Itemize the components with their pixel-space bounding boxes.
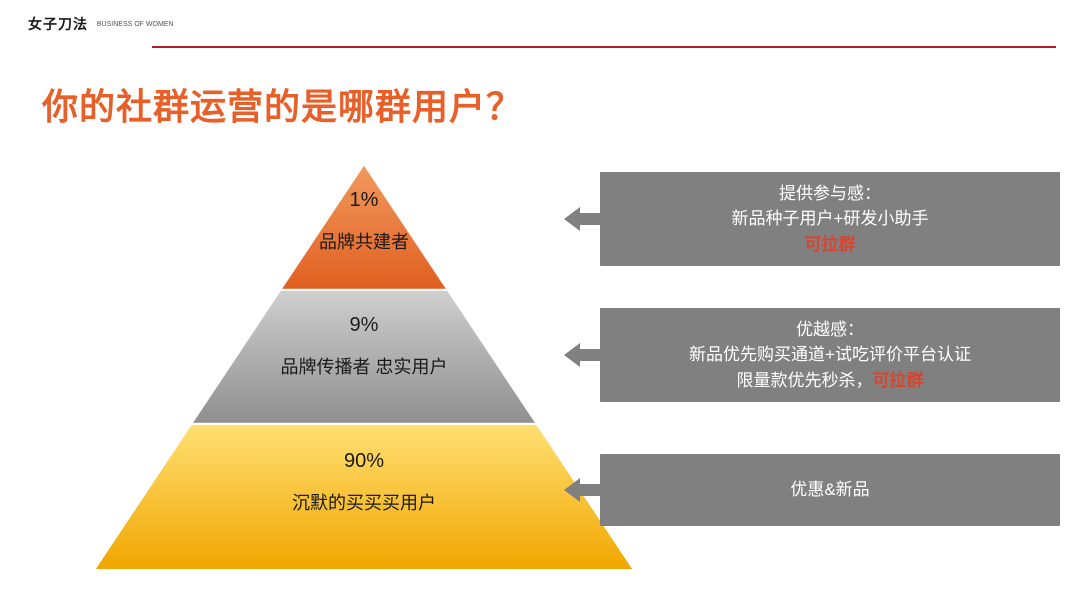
callout-line: 可拉群	[805, 232, 856, 258]
slide: 女子刀法 BUSINESS OF WOMEN 你的社群运营的是哪群用户？ 1% 品…	[0, 0, 1080, 608]
pyramid-tier-pct: 9%	[94, 314, 634, 337]
slide-title: 你的社群运营的是哪群用户？	[42, 78, 523, 130]
callout-box-1: 优越感： 新品优先购买通道+试吃评价平台认证限量款优先秒杀，可拉群	[600, 308, 1060, 402]
top-divider	[152, 46, 1056, 48]
pyramid-tier-name: 品牌传播者 忠实用户	[94, 353, 634, 379]
callout-text: 优越感：	[796, 320, 864, 339]
callout-line: 新品种子用户+研发小助手	[732, 206, 929, 232]
logo-main: 女子刀法	[28, 16, 88, 32]
pyramid-tier-label-0: 1% 品牌共建者	[94, 189, 634, 254]
callout-box-0: 提供参与感： 新品种子用户+研发小助手可拉群	[600, 172, 1060, 266]
pyramid-tier-label-1: 9% 品牌传播者 忠实用户	[94, 314, 634, 379]
callout-text: 限量款优先秒杀，	[737, 371, 873, 390]
callout-arrow-icon	[564, 476, 600, 504]
callout-text: 新品种子用户+研发小助手	[732, 209, 929, 228]
pyramid-chart: 1% 品牌共建者 9% 品牌传播者 忠实用户 90% 沉默的买买买用户	[94, 164, 634, 570]
callout-text: 优惠&新品	[790, 480, 869, 499]
callout-text: 新品优先购买通道+试吃评价平台认证	[689, 345, 971, 364]
callout-line: 新品优先购买通道+试吃评价平台认证	[689, 342, 971, 368]
callout-text: 可拉群	[873, 371, 924, 390]
pyramid-tier-name: 品牌共建者	[94, 228, 634, 254]
logo-sub: BUSINESS OF WOMEN	[97, 21, 174, 29]
callout-text: 提供参与感：	[779, 184, 881, 203]
callout-line: 优越感：	[796, 317, 864, 343]
pyramid-tier-pct: 1%	[94, 189, 634, 212]
callout-line: 提供参与感：	[779, 181, 881, 207]
pyramid-tier-name: 沉默的买买买用户	[94, 489, 634, 515]
callout-text: 可拉群	[805, 235, 856, 254]
callout-line: 限量款优先秒杀，可拉群	[737, 368, 924, 394]
pyramid-tier-label-2: 90% 沉默的买买买用户	[94, 450, 634, 515]
brand-logo: 女子刀法 BUSINESS OF WOMEN	[28, 14, 174, 34]
callout-arrow-icon	[564, 341, 600, 369]
callout-line: 优惠&新品	[790, 477, 869, 503]
callout-arrow-icon	[564, 205, 600, 233]
callout-box-2: 优惠&新品	[600, 454, 1060, 526]
pyramid-tier-pct: 90%	[94, 450, 634, 473]
